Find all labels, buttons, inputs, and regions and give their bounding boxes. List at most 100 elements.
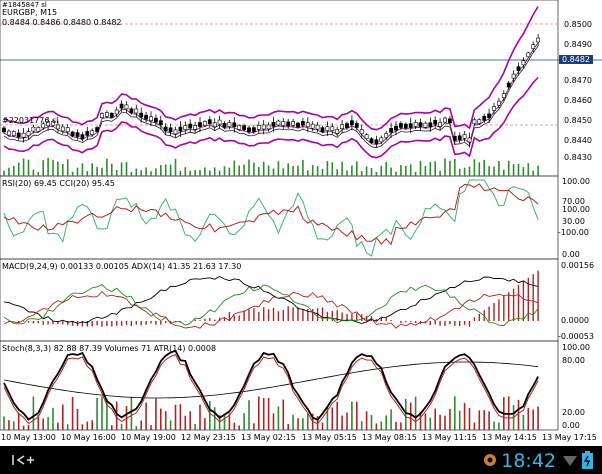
collapse-icon[interactable] bbox=[10, 452, 36, 468]
stoch-volume-bar bbox=[135, 425, 138, 430]
time-tick: 13 May 02:15 bbox=[241, 433, 296, 442]
volume-bar bbox=[507, 160, 510, 176]
volume-bar bbox=[527, 163, 530, 176]
candle-body bbox=[443, 117, 447, 123]
stoch-volume-bar bbox=[292, 414, 294, 430]
volume-bar bbox=[164, 164, 167, 176]
volume-bar bbox=[262, 161, 265, 176]
volume-bar bbox=[463, 167, 466, 176]
stoch-volume-bar bbox=[522, 414, 525, 430]
candle-body bbox=[203, 121, 207, 126]
minus-di-line bbox=[3, 291, 539, 329]
candle-body bbox=[247, 127, 251, 133]
volume-bar bbox=[444, 158, 446, 176]
candle-body bbox=[467, 137, 472, 143]
candle-body bbox=[163, 126, 168, 132]
stoch-volume-bar bbox=[13, 421, 15, 430]
candle-body bbox=[325, 126, 330, 131]
rsi-tick: -100.00 bbox=[558, 228, 589, 237]
volume-bar bbox=[424, 165, 427, 176]
order-label[interactable]: #2203​1776 sl bbox=[2, 116, 59, 125]
volume-bar bbox=[8, 167, 10, 176]
stoch-volume-bar bbox=[32, 396, 35, 430]
volume-bar bbox=[297, 165, 299, 176]
volume-bar bbox=[409, 164, 412, 176]
volume-bar bbox=[57, 161, 59, 176]
stoch-volume-bar bbox=[17, 413, 20, 430]
price-tick: 0.8450 bbox=[564, 116, 592, 125]
stoch-volume-bar bbox=[169, 420, 172, 430]
candle-body bbox=[41, 123, 46, 129]
candle-body bbox=[369, 138, 374, 143]
candle-body bbox=[384, 133, 389, 138]
volume-bar bbox=[360, 171, 363, 176]
stoch-volume-bar bbox=[66, 424, 69, 430]
volume-bar bbox=[493, 166, 495, 176]
settings-icon[interactable] bbox=[482, 452, 498, 468]
time-tick: 13 May 17:15 bbox=[542, 433, 597, 442]
volume-bar bbox=[253, 162, 255, 176]
stoch-volume-bar bbox=[424, 413, 427, 430]
candle-body bbox=[237, 125, 242, 130]
volume-bar bbox=[145, 167, 147, 176]
volume-bar bbox=[86, 171, 89, 176]
stoch-volume-bar bbox=[444, 415, 446, 430]
candle-body bbox=[183, 125, 188, 130]
volume-bar bbox=[385, 161, 387, 176]
candle-body bbox=[394, 125, 398, 131]
stoch-volume-bar bbox=[498, 422, 500, 430]
candle-body bbox=[310, 123, 315, 129]
stoch-volume-bar bbox=[223, 414, 226, 430]
volume-bar bbox=[483, 159, 485, 176]
stoch-volume-bar bbox=[199, 404, 201, 430]
stoch-volume-bar bbox=[218, 415, 221, 430]
stoch-volume-bar bbox=[341, 415, 343, 430]
stoch-tick: 20.00 bbox=[562, 408, 585, 417]
volume-bar bbox=[302, 159, 304, 176]
volume-bar bbox=[365, 166, 368, 176]
volume-bar bbox=[96, 166, 98, 176]
candle-body bbox=[158, 120, 163, 125]
candle-body bbox=[531, 44, 536, 49]
stoch-volume-bar bbox=[326, 406, 329, 430]
stoch-volume-bar bbox=[248, 400, 250, 430]
candle-body bbox=[188, 123, 193, 129]
volume-bar bbox=[22, 158, 25, 176]
candle-body bbox=[124, 104, 129, 110]
volume-bar bbox=[42, 160, 44, 176]
stoch-volume-bar bbox=[370, 415, 373, 430]
stoch-volume-bar bbox=[272, 413, 275, 430]
rsi-cci-label: RSI(20) 69.45 CCI(20) 95.45 bbox=[2, 179, 115, 188]
moving-average bbox=[3, 42, 539, 146]
candle-body bbox=[492, 106, 496, 111]
volume-bar bbox=[115, 169, 118, 176]
stoch-volume-bar bbox=[71, 396, 74, 430]
stoch-volume-bar bbox=[115, 401, 118, 430]
stoch-volume-bar bbox=[439, 414, 441, 430]
stoch-volume-bar bbox=[414, 396, 417, 430]
volume-bar bbox=[194, 169, 196, 176]
current-price-badge: 0.8482 bbox=[559, 55, 593, 64]
candle-body bbox=[418, 122, 423, 127]
stoch-volume-bar bbox=[532, 409, 534, 430]
stoch-volume-bar bbox=[164, 411, 167, 430]
candle-body bbox=[345, 123, 349, 128]
volume-bar bbox=[429, 162, 432, 176]
candle-body bbox=[173, 129, 178, 135]
volume-bar bbox=[405, 165, 407, 176]
stoch-volume-bar bbox=[434, 408, 436, 430]
volume-bar bbox=[316, 166, 319, 176]
stoch-tick: 100.00 bbox=[562, 343, 590, 352]
candle-body bbox=[80, 134, 85, 139]
stoch-volume-bar bbox=[488, 411, 490, 430]
candle-body bbox=[300, 120, 305, 126]
volume-bar bbox=[498, 160, 500, 176]
candle-body bbox=[134, 108, 139, 114]
candle-body bbox=[193, 125, 198, 130]
candle-body bbox=[472, 119, 477, 125]
candle-body bbox=[105, 112, 109, 117]
bollinger-lower bbox=[3, 76, 539, 159]
candle-body bbox=[291, 121, 296, 126]
status-clock: 18:42 bbox=[501, 450, 556, 472]
